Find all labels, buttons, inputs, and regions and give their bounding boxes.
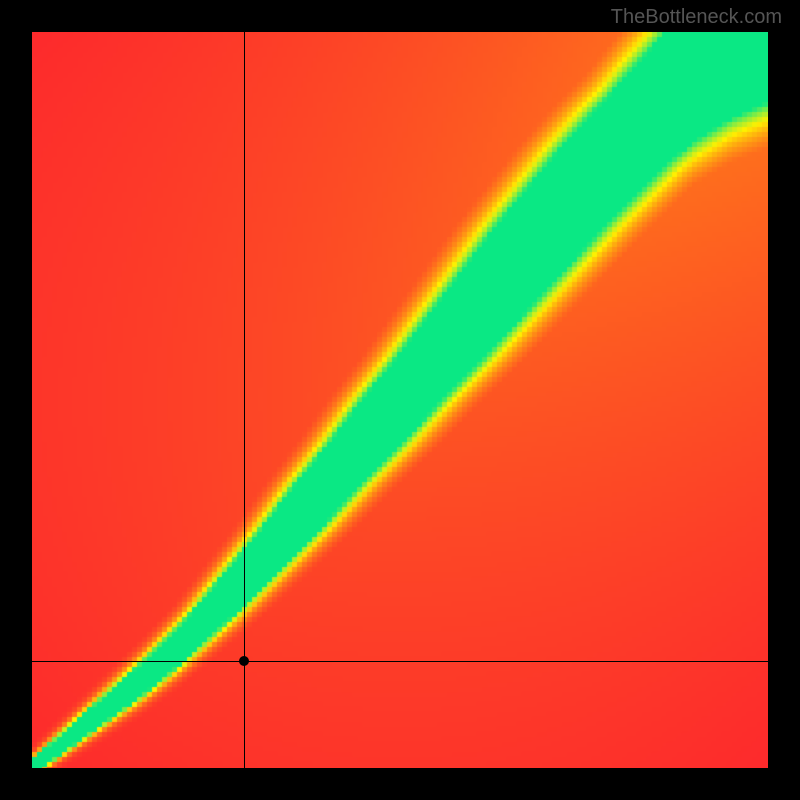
crosshair-horizontal (32, 661, 768, 662)
heatmap-canvas (32, 32, 768, 768)
watermark-text: TheBottleneck.com (611, 6, 782, 29)
crosshair-marker (239, 656, 249, 666)
heatmap-plot (32, 32, 768, 768)
